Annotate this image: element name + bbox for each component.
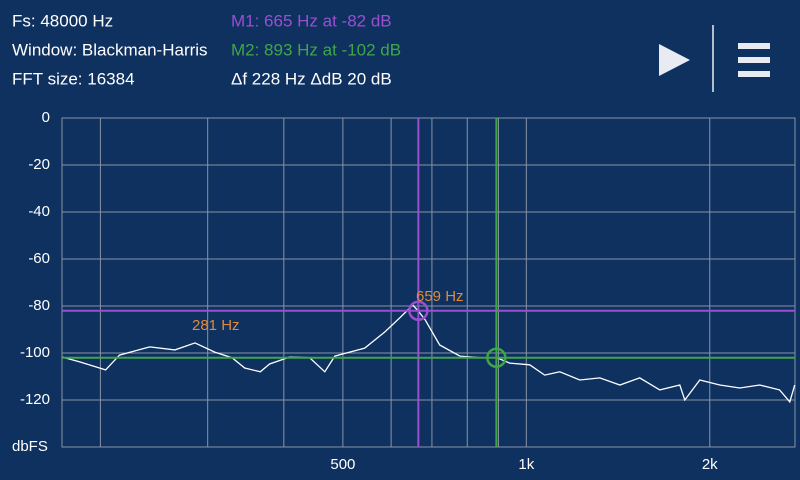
y-tick-label: -100 bbox=[20, 344, 50, 361]
y-tick-label: -80 bbox=[28, 297, 50, 314]
peak-annotation: 281 Hz bbox=[192, 317, 240, 334]
play-button[interactable] bbox=[659, 44, 690, 76]
peak-annotation: 659 Hz bbox=[416, 288, 464, 305]
x-tick-label: 1k bbox=[518, 456, 534, 473]
spectrum-line bbox=[61, 304, 796, 404]
marker-point bbox=[408, 300, 429, 321]
y-tick-label: -120 bbox=[20, 391, 50, 408]
sample-rate: Fs: 48000 Hz bbox=[12, 11, 113, 30]
menu-bar[interactable] bbox=[738, 71, 770, 77]
window-type: Window: Blackman-Harris bbox=[12, 40, 208, 59]
x-tick-label: 2k bbox=[702, 456, 718, 473]
menu-button[interactable] bbox=[738, 43, 770, 77]
y-tick-label: 0 bbox=[42, 109, 50, 126]
marker-point bbox=[486, 347, 507, 368]
menu-bar[interactable] bbox=[738, 57, 770, 63]
marker-label: M2: 893 Hz at -102 dB bbox=[231, 40, 401, 59]
play-icon[interactable] bbox=[659, 44, 690, 76]
x-tick-label: 500 bbox=[330, 456, 355, 473]
marker-delta: Δf 228 Hz ΔdB 20 dB bbox=[231, 69, 392, 88]
fft-size: FFT size: 16384 bbox=[12, 69, 135, 88]
y-tick-label: -20 bbox=[28, 156, 50, 173]
y-axis-label: dbFS bbox=[12, 438, 48, 455]
y-tick-label: -40 bbox=[28, 203, 50, 220]
marker-label: M1: 665 Hz at -82 dB bbox=[231, 11, 392, 30]
menu-bar[interactable] bbox=[738, 43, 770, 49]
y-tick-label: -60 bbox=[28, 250, 50, 267]
